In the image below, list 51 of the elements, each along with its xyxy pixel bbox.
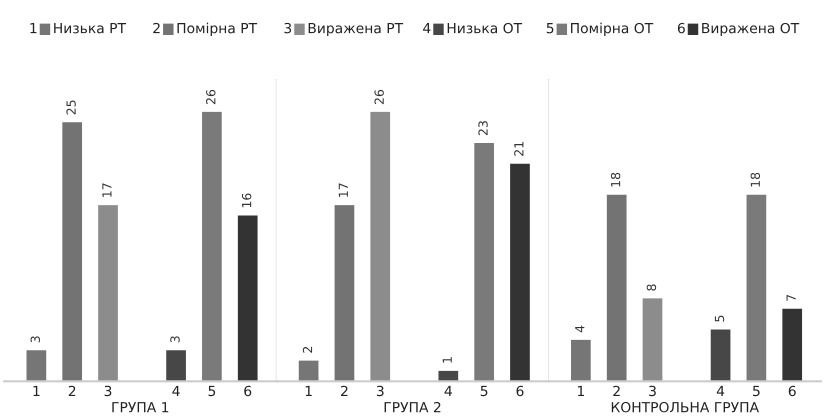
category-label: 4 xyxy=(423,23,430,34)
x-tick-label: 1 xyxy=(33,386,40,396)
x-tick-label: 2 xyxy=(341,386,348,396)
data-label: 25 xyxy=(66,100,76,114)
data-label: 1 xyxy=(442,357,452,363)
legend-label: Помірна ОТ xyxy=(571,22,654,36)
legend-label: Низька РТ xyxy=(54,23,126,34)
x-tick-label: 5 xyxy=(208,386,216,396)
x-tick-label: 3 xyxy=(649,386,656,396)
legend-label: Помірна РТ xyxy=(178,22,258,36)
x-tick-label: 4 xyxy=(172,386,180,396)
category-label: 3 xyxy=(284,22,292,34)
data-label: 8 xyxy=(646,284,656,291)
x-tick-label: 4 xyxy=(444,386,452,396)
data-label: 26 xyxy=(206,90,216,104)
data-label: 17 xyxy=(102,183,112,197)
x-tick-label: 2 xyxy=(613,386,620,396)
x-tick-label: 3 xyxy=(376,386,384,396)
x-tick-label: 1 xyxy=(306,386,312,396)
legend-label: Виражена РТ xyxy=(308,23,404,36)
data-label: 26 xyxy=(374,90,384,104)
data-label: 18 xyxy=(610,172,620,186)
data-label: 7 xyxy=(786,294,796,301)
data-label: 18 xyxy=(750,172,760,186)
x-tick-label: 6 xyxy=(516,386,524,396)
x-tick-label: 4 xyxy=(716,386,724,396)
x-axis-title: ГРУПА 1 xyxy=(112,402,168,412)
x-tick-label: 5 xyxy=(753,386,760,396)
x-axis-title: ГРУПА 2 xyxy=(384,402,440,412)
x-tick-label: 3 xyxy=(104,386,112,396)
category-label: 5 xyxy=(546,23,554,34)
data-label: 17 xyxy=(338,183,348,197)
data-label: 23 xyxy=(478,121,488,136)
category-label: 2 xyxy=(153,22,160,34)
legend-label: Низька ОТ xyxy=(448,22,522,34)
x-tick-label: 2 xyxy=(68,386,76,396)
data-label: 2 xyxy=(302,346,312,353)
x-tick-label: 6 xyxy=(244,386,252,396)
data-label: 3 xyxy=(170,336,180,342)
category-label: 1 xyxy=(30,23,36,34)
data-label: 4 xyxy=(575,326,584,332)
x-axis-title: КОНТРОЛЬНА ГРУПА xyxy=(612,402,759,412)
data-label: 16 xyxy=(242,193,252,208)
data-label: 5 xyxy=(714,316,724,322)
data-label: 3 xyxy=(30,336,40,342)
x-tick-label: 5 xyxy=(480,386,488,396)
data-label: 21 xyxy=(514,142,524,156)
x-tick-label: 6 xyxy=(788,386,796,396)
legend-label: Виражена ОТ xyxy=(702,22,800,36)
category-label: 6 xyxy=(678,22,685,34)
x-tick-label: 1 xyxy=(578,386,584,396)
